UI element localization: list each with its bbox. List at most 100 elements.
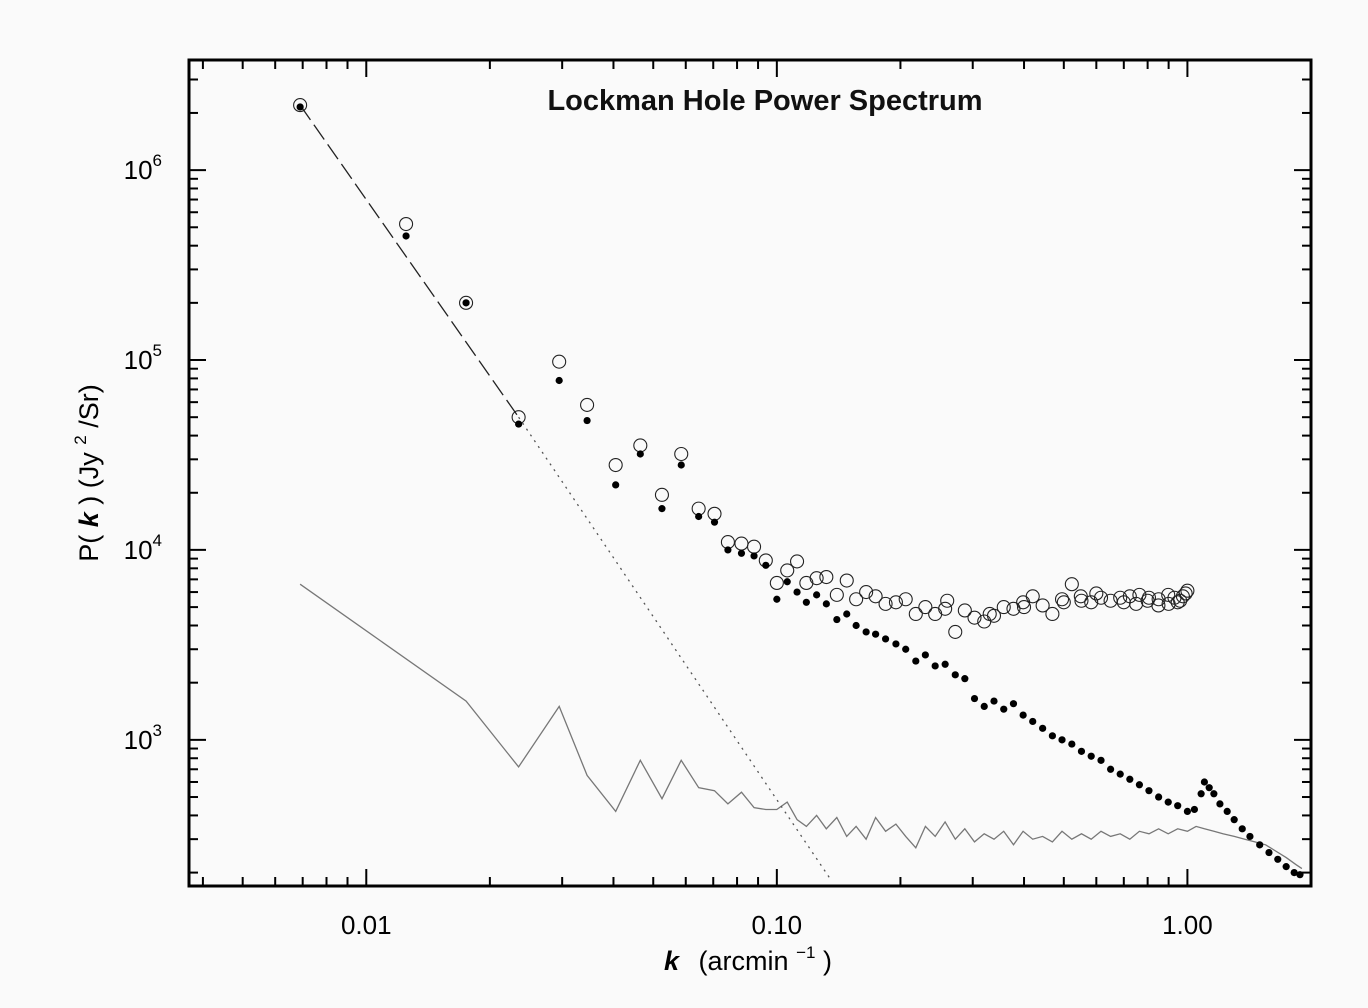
filled-dot-point bbox=[1274, 855, 1282, 863]
open-circle-point bbox=[996, 600, 1011, 615]
open-circle-point bbox=[1073, 589, 1088, 604]
open-circle-point bbox=[1178, 586, 1193, 601]
filled-dot-point bbox=[783, 578, 791, 586]
y-axis-symbol: k bbox=[74, 510, 104, 527]
filled-dot-point bbox=[1097, 756, 1105, 764]
open-circle-point bbox=[938, 601, 953, 616]
axes-frame bbox=[187, 58, 1313, 888]
filled-dot-point bbox=[892, 640, 900, 648]
open-circle-point bbox=[1016, 600, 1032, 615]
open-circle-point bbox=[1006, 601, 1021, 616]
open-circle-point bbox=[1161, 587, 1176, 602]
filled-dot-point bbox=[555, 376, 563, 385]
filled-dot-point bbox=[843, 610, 851, 618]
y-tick-base: 10 bbox=[124, 535, 153, 565]
filled-dot-point bbox=[583, 416, 591, 425]
open-circle-point bbox=[1025, 589, 1040, 604]
open-circle-point bbox=[908, 606, 923, 622]
x-tick-label: 1.00 bbox=[1162, 910, 1213, 940]
open-circle-point bbox=[809, 571, 824, 586]
open-circle-point bbox=[1054, 592, 1070, 607]
filled-dot-point bbox=[1190, 805, 1199, 814]
filled-dot-point bbox=[1048, 732, 1057, 740]
filled-dot-point bbox=[793, 588, 801, 596]
y-axis-label: P( k ) (Jy 2 /Sr) bbox=[62, 384, 104, 562]
filled-dot-point bbox=[1183, 807, 1192, 816]
filled-dot-point bbox=[1197, 790, 1205, 798]
filled-dot-point bbox=[1265, 848, 1273, 857]
filled-dot-point bbox=[1230, 816, 1238, 824]
filled-dot-point bbox=[921, 651, 929, 659]
filled-dot-point bbox=[1135, 781, 1144, 789]
open-circle-point bbox=[957, 603, 972, 618]
filled-dot-point bbox=[773, 595, 781, 603]
filled-dot-point bbox=[1087, 752, 1095, 760]
x-tick-label: 0.10 bbox=[752, 910, 803, 940]
x-axis-close: ) bbox=[823, 946, 832, 976]
y-tick-exponent: 3 bbox=[153, 721, 162, 740]
filled-dot-point bbox=[862, 628, 870, 636]
open-circle-point bbox=[859, 585, 874, 600]
y-tick-base: 10 bbox=[124, 155, 153, 185]
x-axis-symbol: k bbox=[664, 946, 681, 976]
filled-dot-point bbox=[296, 103, 304, 111]
y-axis-mid: ) (Jy bbox=[74, 452, 104, 505]
filled-dot-point bbox=[1068, 740, 1076, 748]
filled-dot-point bbox=[822, 600, 830, 608]
open-circle-point bbox=[654, 487, 670, 502]
open-circle-point bbox=[940, 593, 955, 608]
open-circle-point bbox=[888, 595, 903, 610]
open-circle-point bbox=[982, 606, 997, 622]
y-tick-exponent: 6 bbox=[153, 151, 162, 170]
y-tick-label: 105 bbox=[124, 341, 162, 375]
fit-line-dotted bbox=[518, 416, 831, 880]
open-circle-point bbox=[293, 98, 308, 113]
open-circle-point bbox=[918, 600, 933, 615]
open-circle-point bbox=[580, 397, 595, 413]
x-axis-exponent: −1 bbox=[796, 943, 815, 962]
filled-dot-point bbox=[1164, 798, 1172, 806]
open-circle-point bbox=[839, 573, 854, 588]
filled-dot-point bbox=[1039, 724, 1047, 732]
y-tick-base: 10 bbox=[124, 725, 153, 755]
filled-dot-point bbox=[612, 481, 620, 489]
open-circle-point bbox=[769, 575, 784, 591]
open-circle-point bbox=[633, 438, 648, 453]
filled-dot-point bbox=[1126, 775, 1134, 783]
open-circle-point bbox=[1129, 596, 1144, 611]
filled-dot-point bbox=[1246, 832, 1254, 841]
filled-dot-point bbox=[872, 630, 880, 638]
open-circle-point bbox=[1056, 595, 1071, 610]
filled-dot-point bbox=[1000, 705, 1008, 713]
open-circle-point bbox=[1151, 592, 1166, 607]
filled-dot-point bbox=[970, 694, 979, 703]
filled-dot-point bbox=[1116, 770, 1124, 778]
filled-dot-point bbox=[710, 518, 719, 526]
filled-dot-point bbox=[1009, 700, 1018, 708]
filled-dot-point bbox=[990, 697, 998, 705]
open-circle-point bbox=[780, 563, 795, 578]
filled-dot-point bbox=[1256, 841, 1264, 849]
filled-dot-point bbox=[750, 552, 758, 560]
filled-dot-point bbox=[833, 615, 841, 624]
axis-ticks bbox=[189, 60, 1312, 886]
filled-dot-point bbox=[737, 549, 746, 557]
open-circle-point bbox=[1173, 593, 1188, 608]
filled-dot-point bbox=[515, 420, 523, 428]
open-circle-point bbox=[707, 506, 722, 521]
chart-title: Lockman Hole Power Spectrum bbox=[547, 85, 982, 117]
open-circle-point bbox=[898, 592, 913, 607]
open-circle-point bbox=[1113, 590, 1128, 605]
filled-dot-point bbox=[1019, 711, 1027, 719]
filled-dot-point bbox=[912, 657, 920, 665]
open-circle-point bbox=[674, 446, 689, 462]
y-axis-exponent: 2 bbox=[71, 435, 90, 444]
filled-dot-point bbox=[852, 621, 860, 630]
open-circle-point bbox=[819, 569, 834, 585]
filled-dot-point bbox=[1282, 863, 1290, 871]
filled-dot-point bbox=[1058, 736, 1066, 744]
filled-dot-point bbox=[677, 461, 685, 469]
noise-line bbox=[299, 583, 1303, 870]
open-circle-point bbox=[1064, 577, 1079, 592]
open-circle-point bbox=[1180, 583, 1195, 598]
